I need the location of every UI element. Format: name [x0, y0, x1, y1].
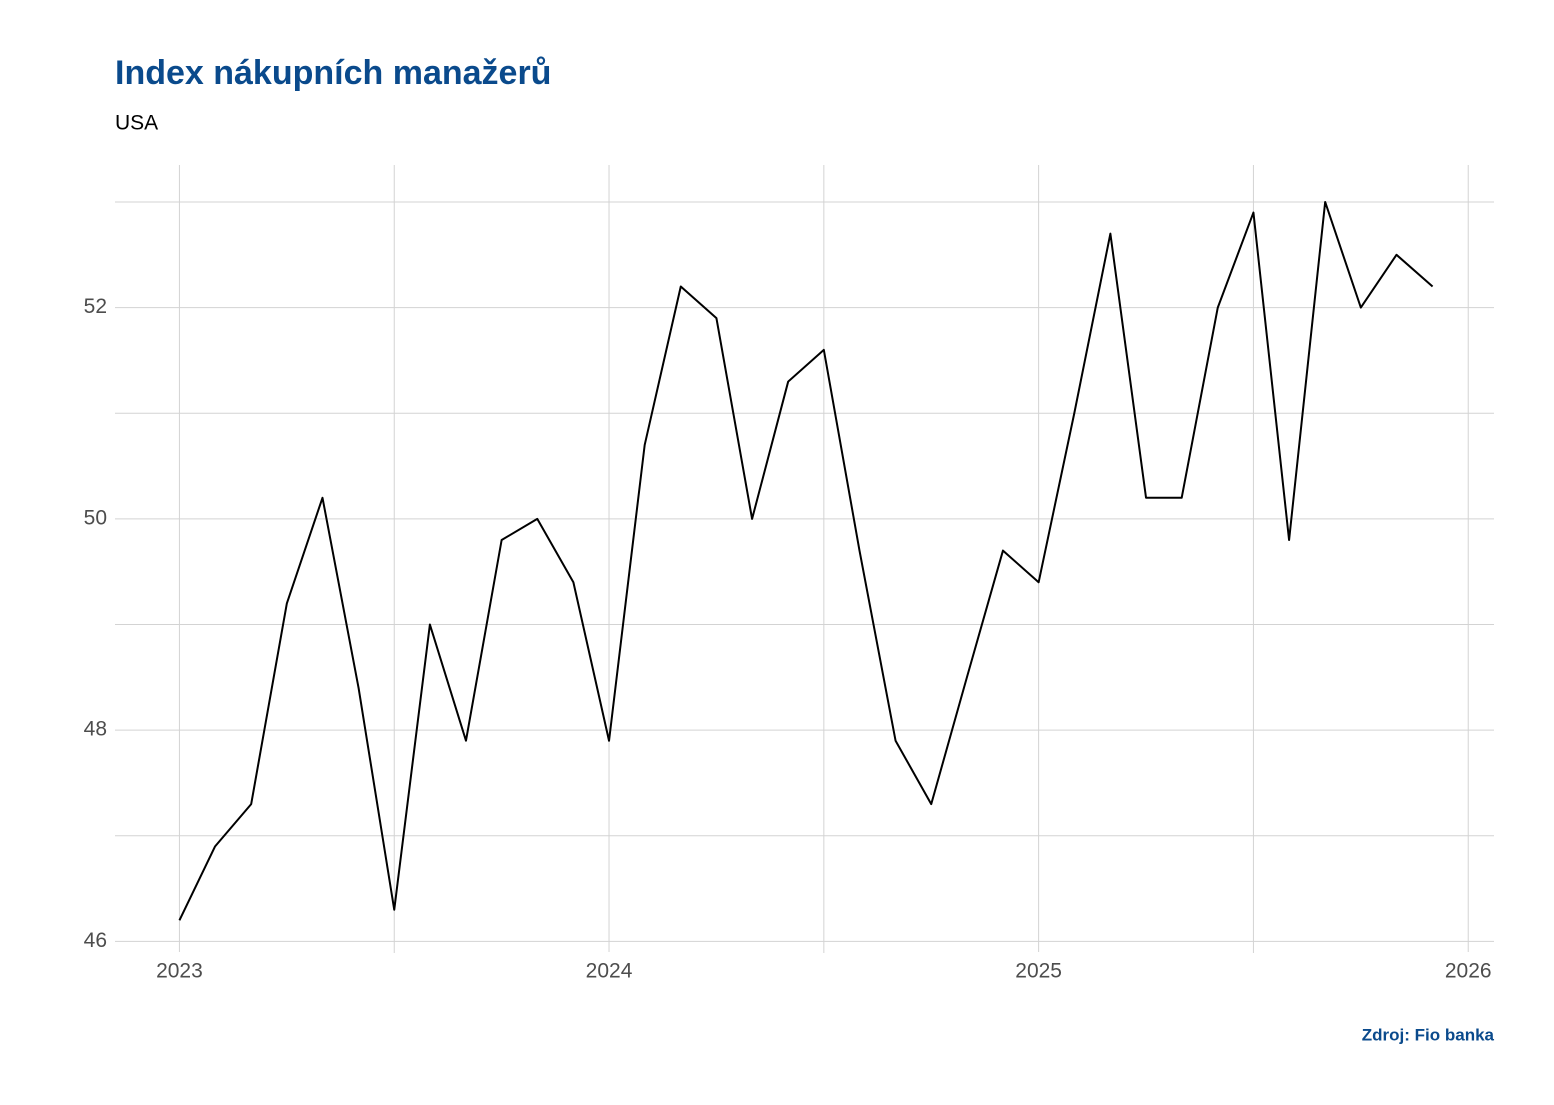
x-tick-label: 2023 — [156, 960, 203, 983]
y-tick-label: 48 — [84, 718, 107, 741]
source: Zdroj: Fio banka — [1362, 1025, 1495, 1044]
chart-subtitle: USA — [115, 112, 158, 135]
y-tick-label: 50 — [84, 506, 107, 529]
data-line — [178, 200, 1434, 921]
x-tick-label: 2026 — [1445, 960, 1492, 983]
x-tick-label: 2024 — [586, 960, 633, 983]
y-tick-label: 46 — [84, 929, 107, 952]
x-tick-label: 2025 — [1015, 960, 1062, 983]
chart-title: Index nákupních manažerů — [115, 54, 551, 92]
y-tick-label: 52 — [84, 295, 107, 318]
